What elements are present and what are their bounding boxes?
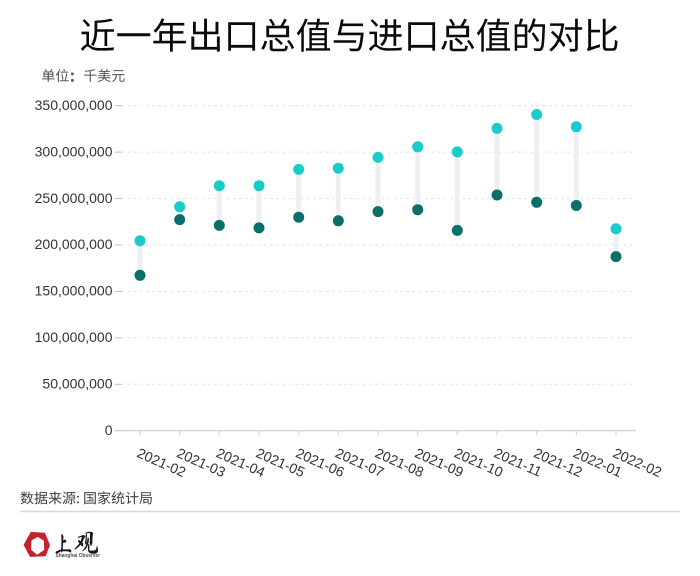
svg-text:0: 0: [105, 422, 113, 438]
svg-text:250,000,000: 250,000,000: [35, 190, 113, 206]
svg-text:350,000,000: 350,000,000: [35, 97, 113, 113]
svg-text:150,000,000: 150,000,000: [35, 283, 113, 299]
svg-text:300,000,000: 300,000,000: [35, 143, 113, 159]
svg-text:50,000,000: 50,000,000: [42, 376, 112, 392]
svg-text:Shanghai Observer: Shanghai Observer: [56, 553, 101, 559]
svg-text:200,000,000: 200,000,000: [35, 236, 113, 252]
svg-text:100,000,000: 100,000,000: [35, 329, 113, 345]
